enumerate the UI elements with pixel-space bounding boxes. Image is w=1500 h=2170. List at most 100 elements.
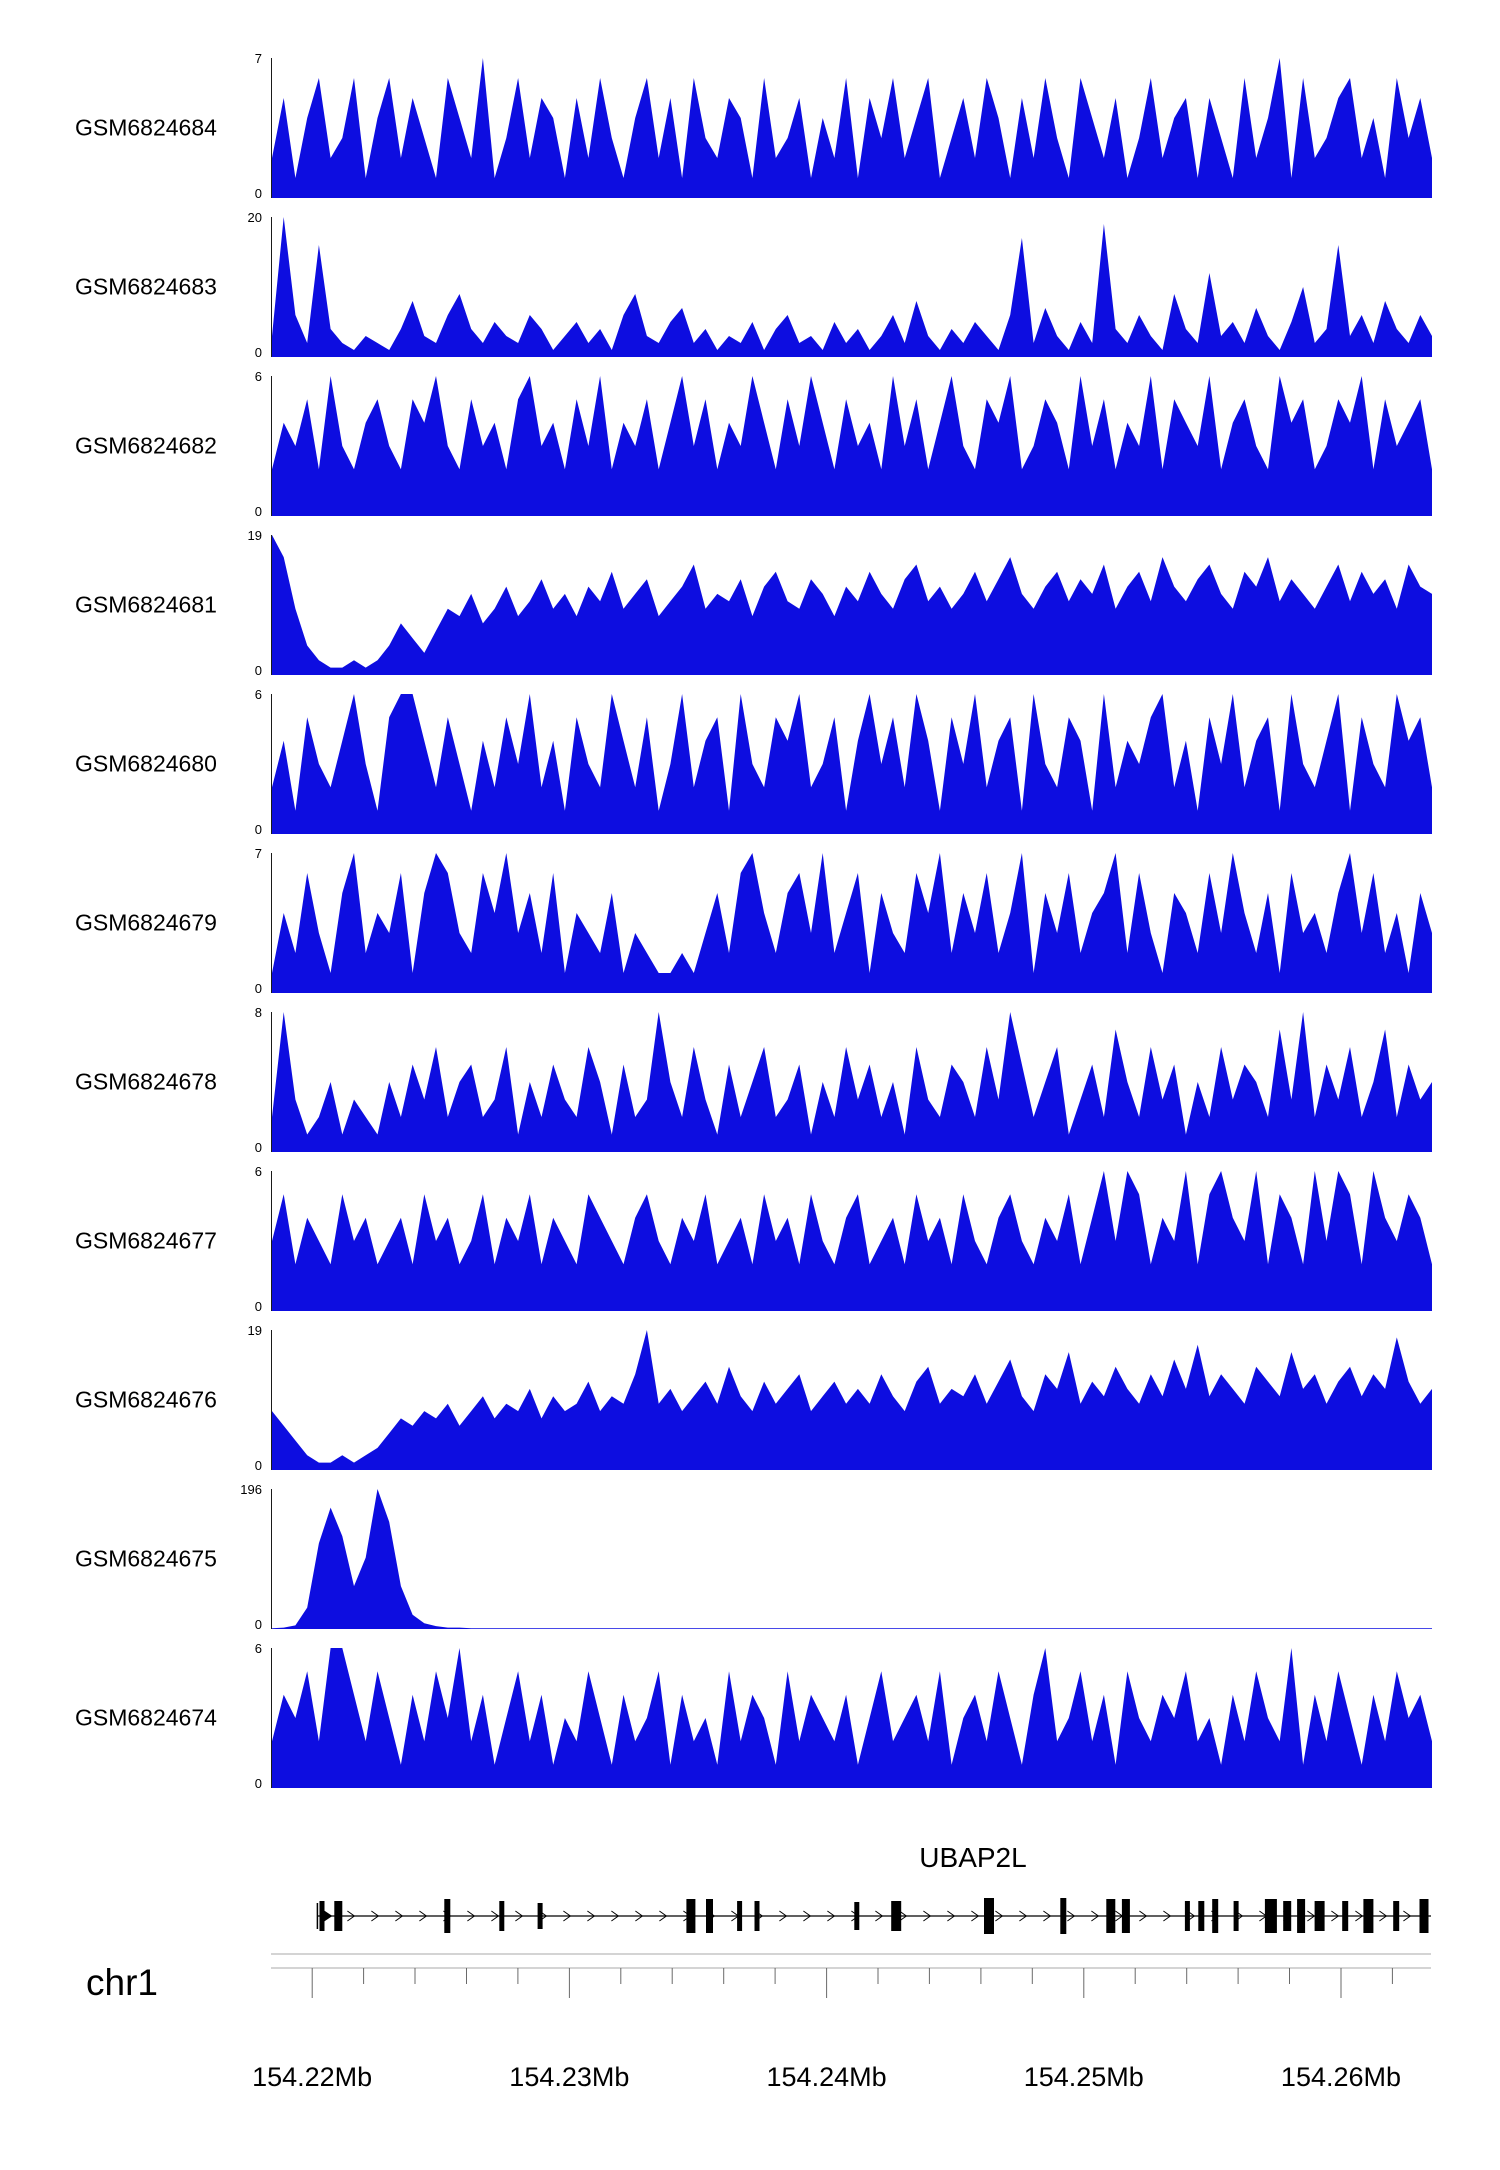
exon-box [1212, 1899, 1219, 1933]
y-axis-zero-label: 0 [254, 822, 262, 837]
track-label: GSM6824678 [75, 1068, 217, 1095]
exon-box [1342, 1901, 1349, 1931]
coverage-track-row: GSM6824682 6 0 [0, 369, 1500, 535]
exon-box [1184, 1901, 1190, 1931]
track-label: GSM6824674 [75, 1704, 217, 1731]
y-axis-zero-label: 0 [254, 1299, 262, 1314]
y-axis-max-label: 19 [247, 528, 262, 543]
exon-box [1283, 1901, 1292, 1931]
coverage-track-row: GSM6824677 6 0 [0, 1164, 1500, 1330]
exon-box [1198, 1901, 1205, 1931]
gene-model-track [316, 1898, 1431, 1934]
genome-axis-ruler [271, 1953, 1431, 1998]
strand-direction-chevron [515, 1910, 524, 1922]
coverage-track-row: GSM6824678 8 0 [0, 1005, 1500, 1171]
coverage-signal-plot [271, 1012, 1432, 1152]
y-axis-zero-label: 0 [254, 504, 262, 519]
signal-area [272, 1489, 1432, 1629]
signal-area [272, 694, 1432, 834]
exon-box [319, 1901, 325, 1931]
coverage-signal-plot [271, 1648, 1432, 1788]
strand-direction-chevron [803, 1910, 812, 1922]
signal-area [272, 853, 1432, 993]
y-axis-max-label: 7 [254, 51, 262, 66]
strand-direction-chevron [1067, 1910, 1076, 1922]
strand-direction-chevron [1139, 1910, 1148, 1922]
exon-box [754, 1901, 760, 1931]
exon-box [334, 1901, 343, 1931]
track-label: GSM6824684 [75, 114, 217, 141]
strand-direction-chevron [827, 1910, 836, 1922]
exon-box [706, 1899, 713, 1933]
track-label: GSM6824676 [75, 1386, 217, 1413]
exon-box [1121, 1899, 1130, 1933]
y-axis-zero-label: 0 [254, 186, 262, 201]
track-label: GSM6824679 [75, 909, 217, 936]
track-label: GSM6824680 [75, 750, 217, 777]
exon-box [1264, 1899, 1277, 1933]
y-axis-max-label: 6 [254, 369, 262, 384]
strand-direction-chevron [611, 1910, 620, 1922]
track-label: GSM6824683 [75, 273, 217, 300]
exon-box [686, 1899, 696, 1933]
strand-direction-chevron [1163, 1910, 1172, 1922]
track-label: GSM6824675 [75, 1545, 217, 1572]
coverage-track-row: GSM6824684 7 0 [0, 51, 1500, 217]
strand-direction-chevron [587, 1910, 596, 1922]
strand-direction-chevron [1307, 1910, 1316, 1922]
exon-box [1419, 1899, 1429, 1933]
strand-direction-chevron [1091, 1910, 1100, 1922]
y-axis-max-label: 7 [254, 846, 262, 861]
strand-direction-chevron [491, 1910, 500, 1922]
coverage-tracks: GSM6824684 7 0 GSM6824683 20 0 GSM6824682 6 0 GSM… [0, 51, 1500, 1807]
exon-box [537, 1903, 543, 1929]
strand-direction-chevron [1403, 1910, 1412, 1922]
y-axis-zero-label: 0 [254, 1776, 262, 1791]
coverage-signal-plot [271, 376, 1432, 516]
coverage-track-row: GSM6824683 20 0 [0, 210, 1500, 376]
coverage-track-row: GSM6824675 196 0 [0, 1482, 1500, 1648]
chromosome-label: chr1 [86, 1962, 158, 2003]
signal-area [272, 1648, 1432, 1788]
exon-box [499, 1901, 505, 1931]
signal-area [272, 217, 1432, 357]
y-axis-max-label: 6 [254, 687, 262, 702]
axis-tick-label: 154.22Mb [252, 2062, 373, 2092]
strand-direction-chevron [923, 1910, 932, 1922]
y-axis-max-label: 20 [247, 210, 262, 225]
coverage-signal-plot [271, 535, 1432, 675]
strand-direction-chevron [419, 1910, 428, 1922]
track-label: GSM6824681 [75, 591, 217, 618]
strand-direction-chevron [899, 1910, 908, 1922]
y-axis-zero-label: 0 [254, 663, 262, 678]
coverage-track-row: GSM6824680 6 0 [0, 687, 1500, 853]
signal-area [272, 1171, 1432, 1311]
strand-direction-chevron [395, 1910, 404, 1922]
coverage-track-row: GSM6824679 7 0 [0, 846, 1500, 1012]
exon-box [1314, 1901, 1325, 1931]
coverage-signal-plot [271, 1171, 1432, 1311]
strand-direction-chevron [1331, 1910, 1340, 1922]
axis-tick-label: 154.26Mb [1280, 2062, 1402, 2092]
strand-direction-chevron [371, 1910, 380, 1922]
signal-area [272, 1012, 1432, 1152]
coverage-signal-plot [271, 1330, 1432, 1470]
y-axis-zero-label: 0 [254, 345, 262, 360]
strand-direction-chevron [779, 1910, 788, 1922]
coverage-track-row: GSM6824681 19 0 [0, 528, 1500, 694]
strand-direction-chevron [875, 1910, 884, 1922]
exon-box [737, 1901, 743, 1931]
exon-box [1106, 1899, 1116, 1933]
y-axis-max-label: 19 [247, 1323, 262, 1338]
strand-direction-chevron [971, 1910, 980, 1922]
exon-box [1060, 1898, 1067, 1934]
exon-box [444, 1899, 451, 1933]
strand-direction-chevron [659, 1910, 668, 1922]
exon-box [1363, 1899, 1374, 1933]
strand-direction-chevron [1379, 1910, 1388, 1922]
strand-direction-chevron [1019, 1910, 1028, 1922]
exon-box [984, 1898, 994, 1934]
y-axis-max-label: 6 [254, 1641, 262, 1656]
y-axis-zero-label: 0 [254, 1140, 262, 1155]
